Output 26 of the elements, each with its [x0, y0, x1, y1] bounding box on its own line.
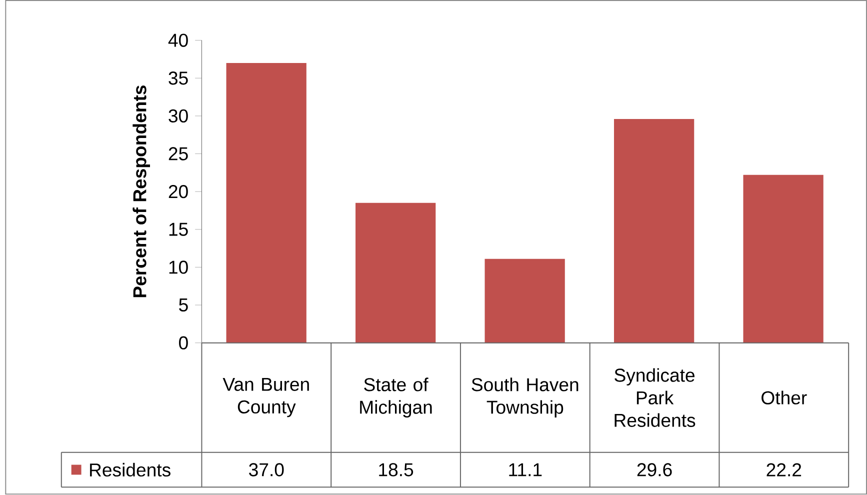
data-label: 29.6	[637, 463, 672, 476]
x-tick-label: Other	[762, 390, 807, 405]
y-tick-label: 5	[179, 298, 188, 312]
bar	[743, 175, 824, 344]
y-tick-label: 35	[168, 72, 188, 85]
x-tick-label: South Haven Township	[472, 378, 578, 418]
y-axis-title: Percent of Respondents	[132, 86, 150, 298]
bar	[484, 259, 565, 344]
bar	[614, 119, 694, 344]
y-tick-label: 15	[169, 223, 188, 236]
x-tick-label: State of Michigan	[360, 378, 432, 418]
data-label: 18.5	[379, 463, 414, 476]
y-tick-label: 20	[168, 185, 188, 198]
data-label: 11.1	[509, 464, 542, 476]
y-tick-label: 10	[169, 260, 188, 274]
legend-label: Residents	[90, 463, 170, 477]
y-tick-label: 0	[179, 336, 188, 350]
bar	[356, 203, 436, 344]
x-tick-label: Syndicate Park Residents	[614, 368, 696, 428]
x-tick-label: Van Buren County	[222, 378, 309, 418]
y-tick-label: 40	[168, 34, 188, 48]
bar	[226, 63, 306, 344]
y-tick-label: 25	[168, 147, 188, 161]
y-tick-label: 30	[168, 110, 188, 123]
data-label: 37.0	[249, 463, 284, 476]
data-label: 22.2	[766, 463, 802, 476]
